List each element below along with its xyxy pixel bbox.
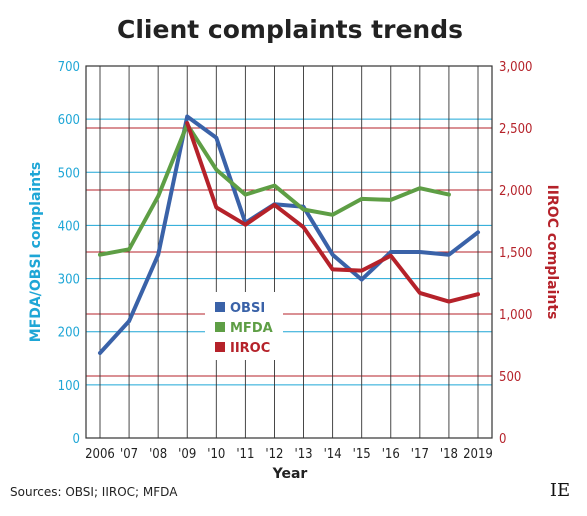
publisher-logo: IE — [550, 480, 570, 501]
x-tick-label: '16 — [382, 447, 400, 462]
left-tick-label: 300 — [58, 273, 80, 288]
x-tick-label: '07 — [120, 447, 138, 462]
right-tick-label: 1,000 — [499, 308, 532, 323]
x-tick-label: '09 — [178, 447, 196, 462]
x-tick-label: '14 — [324, 447, 342, 462]
plot-frame — [85, 65, 493, 439]
legend-label-mfda: MFDA — [230, 321, 273, 336]
x-tick-label: '15 — [353, 447, 371, 462]
legend-swatch-mfda — [215, 322, 225, 332]
left-tick-label: 200 — [58, 326, 80, 341]
left-tick-label: 700 — [58, 60, 80, 75]
x-tick-label: '13 — [294, 447, 312, 462]
x-axis-label: Year — [272, 466, 308, 482]
x-tick-label: '17 — [411, 447, 429, 462]
legend-label-obsi: OBSI — [230, 301, 265, 316]
x-tick-label: '12 — [265, 447, 283, 462]
right-tick-label: 0 — [499, 432, 506, 447]
right-tick-label: 3,000 — [499, 60, 532, 75]
chart-title: Client complaints trends — [117, 15, 463, 44]
series-line-iiroc — [185, 121, 480, 304]
x-tick-label: '18 — [440, 447, 458, 462]
x-tick-label: '11 — [236, 447, 254, 462]
x-tick-label: '08 — [149, 447, 167, 462]
legend: OBSI MFDA IIROC — [205, 292, 283, 360]
legend-swatch-iiroc — [215, 342, 225, 352]
legend-swatch-obsi — [215, 302, 225, 312]
left-axis-label: MFDA/OBSI complaints — [28, 162, 44, 342]
source-note: Sources: OBSI; IIROC; MFDA — [10, 485, 178, 499]
series-line-mfda — [98, 122, 451, 257]
right-tick-label: 2,500 — [499, 122, 532, 137]
right-tick-label: 1,500 — [499, 246, 532, 261]
x-tick-label: 2019 — [463, 447, 493, 462]
right-axis-ticks: 0 500 1,000 1,500 2,000 2,500 3,000 — [499, 60, 532, 447]
right-tick-label: 2,000 — [499, 184, 532, 199]
legend-label-iiroc: IIROC — [230, 341, 270, 356]
left-tick-label: 100 — [58, 379, 80, 394]
right-axis-label: IIROC complaints — [544, 185, 560, 320]
left-tick-label: 600 — [58, 113, 80, 128]
right-tick-label: 500 — [499, 370, 521, 385]
left-tick-label: 0 — [73, 432, 80, 447]
left-tick-label: 500 — [58, 166, 80, 181]
x-tick-label: '10 — [207, 447, 225, 462]
x-axis-ticks: 2006 '07 '08 '09 '10 '11 '12 '13 '14 '15 '16 '17 '18… — [85, 447, 493, 462]
series-line-obsi — [98, 114, 480, 355]
left-tick-label: 400 — [58, 219, 80, 234]
left-axis-ticks: 0 100 200 300 400 500 600 700 — [58, 60, 80, 447]
series-lines — [98, 114, 480, 355]
x-tick-label: 2006 — [85, 447, 115, 462]
